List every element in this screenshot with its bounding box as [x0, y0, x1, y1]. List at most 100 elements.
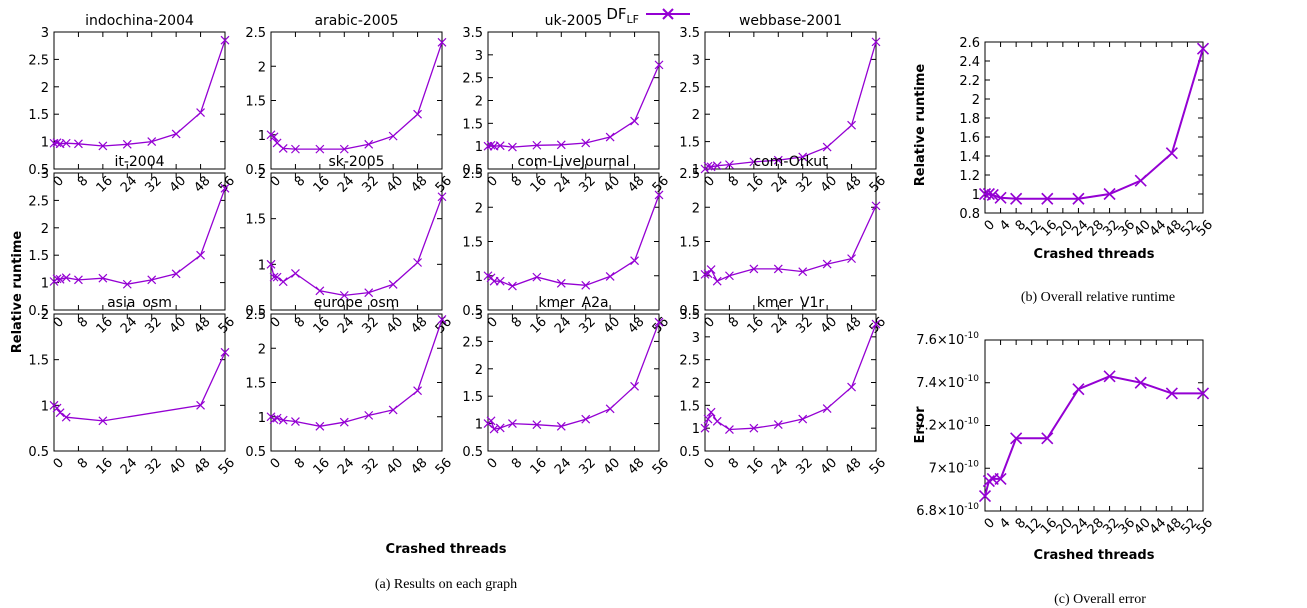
- plot-frame: [53, 172, 226, 311]
- y-tick-label: 2: [475, 95, 483, 110]
- x-tick-label: 24: [335, 455, 357, 477]
- y-tick-label: 2: [41, 222, 49, 237]
- panel-title: it-2004: [114, 154, 164, 170]
- series-line: [487, 64, 660, 148]
- data-point-marker: [605, 404, 615, 414]
- y-tick-label: 3: [41, 167, 49, 182]
- plot-frame: [487, 313, 660, 452]
- data-point-marker: [556, 421, 566, 431]
- data-point-marker: [773, 420, 783, 429]
- series-line: [53, 352, 226, 422]
- x-tick-label: 24: [118, 455, 140, 477]
- x-tick-label: 40: [167, 173, 189, 195]
- x-tick-label: 0: [51, 314, 67, 330]
- y-tick-label: 7.2×10-10: [916, 417, 979, 434]
- data-point-marker: [1196, 42, 1210, 55]
- data-point-marker: [703, 161, 713, 171]
- data-point-marker: [278, 144, 288, 153]
- y-tick-label: 3: [475, 308, 483, 323]
- x-tick-label: 32: [359, 455, 381, 477]
- legend-label-main: DF: [606, 5, 626, 23]
- x-tick-label: 56: [1194, 217, 1216, 239]
- panel-title: europe_osm: [314, 295, 400, 311]
- data-point-marker: [725, 425, 734, 434]
- x-tick-label: 40: [601, 314, 623, 336]
- x-tick-label: 56: [867, 455, 889, 477]
- y-tick-label: 0.5: [462, 163, 483, 178]
- y-tick-label: 1: [692, 422, 700, 437]
- x-tick-label: 0: [51, 455, 67, 471]
- data-point-marker: [1103, 370, 1116, 383]
- x-tick-label: 32: [793, 455, 815, 477]
- data-point-marker: [364, 288, 374, 298]
- x-tick-label: 24: [118, 314, 140, 336]
- x-tick-label: 48: [625, 314, 647, 336]
- data-point-marker: [847, 254, 856, 264]
- y-tick-label: 2.5: [462, 72, 483, 87]
- data-point-marker: [1134, 376, 1147, 389]
- data-point-marker: [630, 256, 639, 266]
- x-tick-label: 0: [982, 515, 998, 531]
- data-point-marker: [364, 410, 374, 420]
- y-tick-label: 1: [692, 270, 700, 285]
- data-point-marker: [871, 37, 881, 47]
- plot-frame: [53, 31, 226, 170]
- data-point-marker: [556, 140, 566, 150]
- panel-title: indochina-2004: [85, 13, 194, 29]
- x-tick-label: 24: [552, 314, 574, 336]
- y-tick-label: 1.5: [462, 390, 483, 405]
- y-tick-label: 1.2: [959, 169, 980, 184]
- plot-frame: [53, 313, 226, 452]
- series-line: [270, 42, 443, 150]
- y-tick-label: 2.4: [959, 55, 980, 70]
- data-point-marker: [982, 187, 995, 201]
- x-tick-label: 0: [702, 314, 718, 330]
- x-tick-label: 16: [94, 173, 116, 195]
- x-tick-label: 48: [842, 455, 864, 477]
- data-point-marker: [1041, 192, 1054, 205]
- data-point-marker: [437, 37, 447, 47]
- y-tick-label: 0.5: [245, 304, 266, 319]
- y-tick-label: 2.5: [462, 167, 483, 182]
- x-tick-label: 16: [528, 173, 550, 195]
- y-tick-label: 3.5: [462, 26, 483, 41]
- data-point-marker: [315, 286, 325, 296]
- panel-title: sk-2005: [328, 154, 384, 170]
- data-point-marker: [196, 400, 205, 410]
- y-tick-label: 1: [475, 140, 483, 155]
- x-tick-label: 8: [509, 455, 525, 471]
- data-point-marker: [55, 408, 65, 418]
- panel-title: uk-2005: [545, 13, 603, 29]
- x-tick-label: 32: [576, 314, 598, 336]
- data-point-marker: [605, 132, 615, 142]
- x-tick-label: 24: [769, 314, 791, 336]
- data-point-marker: [413, 386, 422, 396]
- data-point-marker: [725, 271, 734, 281]
- y-tick-label: 2: [258, 60, 266, 75]
- data-point-marker: [749, 423, 759, 433]
- y-tick-label: 2.6: [959, 36, 980, 51]
- x-tick-label: 24: [552, 173, 574, 195]
- data-point-marker: [266, 259, 276, 269]
- data-point-marker: [532, 420, 542, 430]
- data-point-marker: [1103, 187, 1116, 201]
- data-point-marker: [532, 272, 542, 282]
- x-tick-label: 0: [485, 173, 501, 189]
- x-tick-label: 16: [94, 314, 116, 336]
- panel-title: webbase-2001: [739, 13, 842, 29]
- y-tick-label: 2.5: [679, 167, 700, 182]
- data-point-marker: [364, 139, 374, 149]
- data-point-marker: [581, 280, 591, 290]
- data-point-marker: [269, 132, 279, 142]
- data-point-marker: [847, 382, 856, 392]
- y-tick-label: 1: [258, 129, 266, 144]
- data-point-marker: [98, 416, 108, 426]
- x-tick-label: 32: [359, 314, 381, 336]
- x-tick-label: 8: [75, 173, 91, 189]
- y-tick-label: 3.5: [679, 26, 700, 41]
- data-point-marker: [196, 108, 205, 117]
- series-line: [270, 196, 443, 297]
- data-point-marker: [703, 269, 713, 279]
- x-tick-label: 48: [191, 455, 213, 477]
